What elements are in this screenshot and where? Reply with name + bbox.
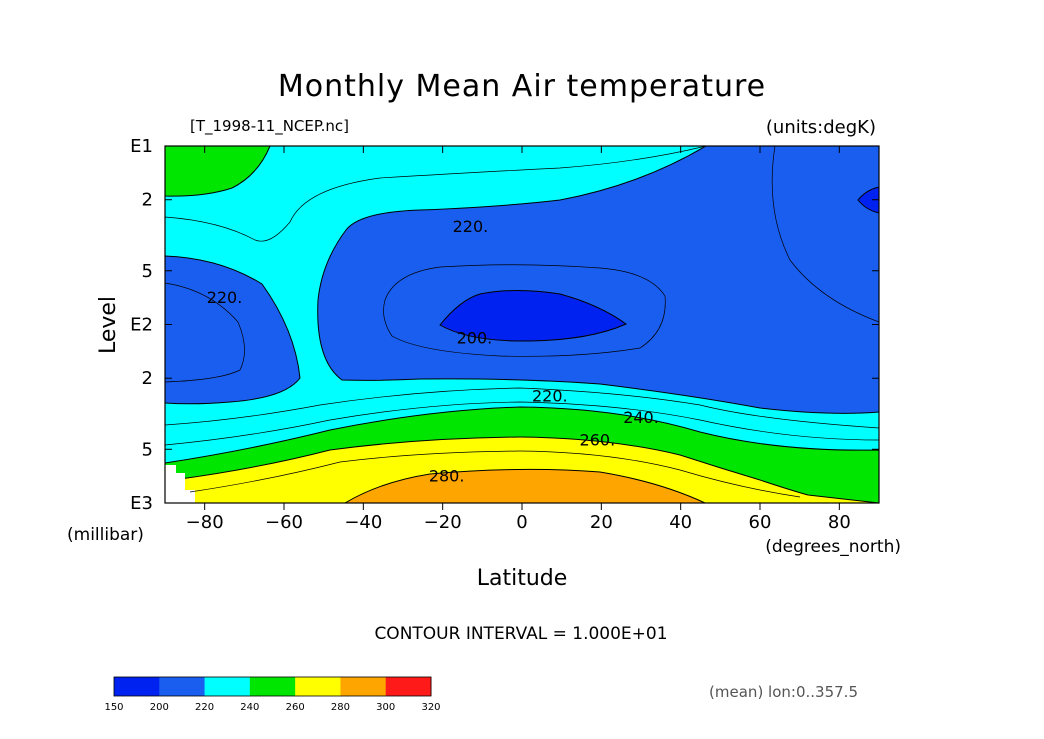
y-tick-label: E2: [130, 315, 153, 336]
x-tick-label: −60: [265, 512, 303, 533]
y-tick-label: 2: [142, 368, 153, 389]
band-150-200-core: [439, 290, 627, 342]
averaging-note: (mean) lon:0..357.5: [709, 683, 858, 701]
y-tick-label: E3: [130, 493, 153, 514]
band-150-200-right: [857, 186, 879, 214]
x-tick-label: 20: [590, 512, 613, 533]
contour-label: 220.: [453, 217, 489, 236]
x-tick-label: 40: [669, 512, 692, 533]
y-tick-label: 5: [142, 439, 153, 460]
thin-contours: [165, 146, 879, 498]
colorbar-frame: [113, 676, 432, 697]
y-axis: E1 2 5 E2 2 5 E3: [130, 136, 879, 514]
x-tick-label: 80: [828, 512, 851, 533]
x-units-label: (degrees_north): [765, 537, 901, 557]
colorbar-label: 240: [240, 702, 259, 713]
contour-interval-text: CONTOUR INTERVAL = 1.000E+01: [374, 624, 667, 644]
y-units-label: (millibar): [67, 525, 144, 545]
colorbar-label: 260: [286, 702, 305, 713]
file-label: [T_1998-11_NCEP.nc]: [190, 117, 349, 136]
colorbar-label: 320: [421, 702, 440, 713]
x-tick-label: 0: [516, 512, 527, 533]
y-tick-label: 5: [142, 261, 153, 282]
band-280-300: [344, 468, 706, 503]
contour-label: 280.: [429, 466, 465, 485]
units-label: (units:degK): [766, 117, 876, 138]
colorbar-swatch: [114, 677, 160, 696]
colorbar: 150 200 220 240 260 280 300 320: [104, 676, 441, 713]
x-tick-label: −40: [344, 512, 382, 533]
contour-label: 240.: [623, 408, 659, 427]
y-axis-title: Level: [96, 296, 121, 354]
band-240-260-upper-left: [165, 146, 271, 197]
x-axis-title: Latitude: [477, 566, 568, 591]
x-tick-label: −20: [424, 512, 462, 533]
y-tick-label: E1: [130, 136, 153, 157]
colorbar-label: 200: [150, 702, 169, 713]
colorbar-swatch: [295, 677, 341, 696]
colorbar-label: 280: [331, 702, 350, 713]
colorbar-swatch: [159, 677, 206, 696]
x-tick-label: −80: [186, 512, 224, 533]
colorbar-swatch: [249, 677, 296, 696]
colorbar-swatch: [204, 677, 251, 696]
contour-label: 220.: [532, 387, 568, 406]
contour-labels: 220. 220. 200. 220. 240. 260. 280.: [207, 217, 659, 486]
contour-label: 260.: [580, 430, 616, 449]
colorbar-swatch: [385, 677, 432, 696]
contour-label: 220.: [207, 288, 243, 307]
missing-data-area: [165, 465, 195, 503]
colorbar-swatch: [340, 677, 387, 696]
y-tick-label: 2: [142, 190, 153, 211]
chart-title: Monthly Mean Air temperature: [278, 69, 766, 104]
x-axis: −80 −60 −40 −20 0 20 40 60 80: [186, 146, 851, 533]
colorbar-label: 150: [104, 702, 123, 713]
band-200-220-main: [317, 146, 879, 414]
contour-field: [165, 146, 879, 503]
x-tick-label: 60: [749, 512, 772, 533]
colorbar-label: 220: [195, 702, 214, 713]
contour-label: 200.: [457, 328, 493, 347]
colorbar-label: 300: [376, 702, 395, 713]
